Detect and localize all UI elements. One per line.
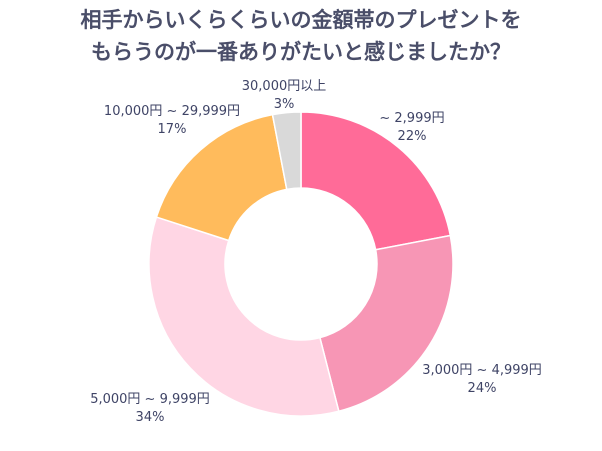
slice-label: 5,000円 ~ 9,999円 34% — [90, 392, 210, 425]
donut-slice — [318, 234, 454, 413]
slice-label: 10,000円 ~ 29,999円 17% — [103, 104, 241, 137]
donut-slice — [148, 216, 340, 417]
donut-slice — [271, 111, 302, 191]
slice-label: 30,000円以上 3% — [241, 79, 327, 112]
chart-title: 相手からいくらくらいの金額帯のプレゼントを もらうのが一番ありがたいと感じました… — [0, 4, 602, 68]
title-line-1: 相手からいくらくらいの金額帯のプレゼントを — [80, 8, 522, 32]
slice-label: ~ 2,999円 22% — [379, 111, 445, 144]
slice-label: 3,000円 ~ 4,999円 24% — [422, 363, 542, 396]
title-line-2: もらうのが一番ありがたいと感じましたか？ — [91, 40, 511, 64]
donut-slice — [300, 111, 452, 251]
